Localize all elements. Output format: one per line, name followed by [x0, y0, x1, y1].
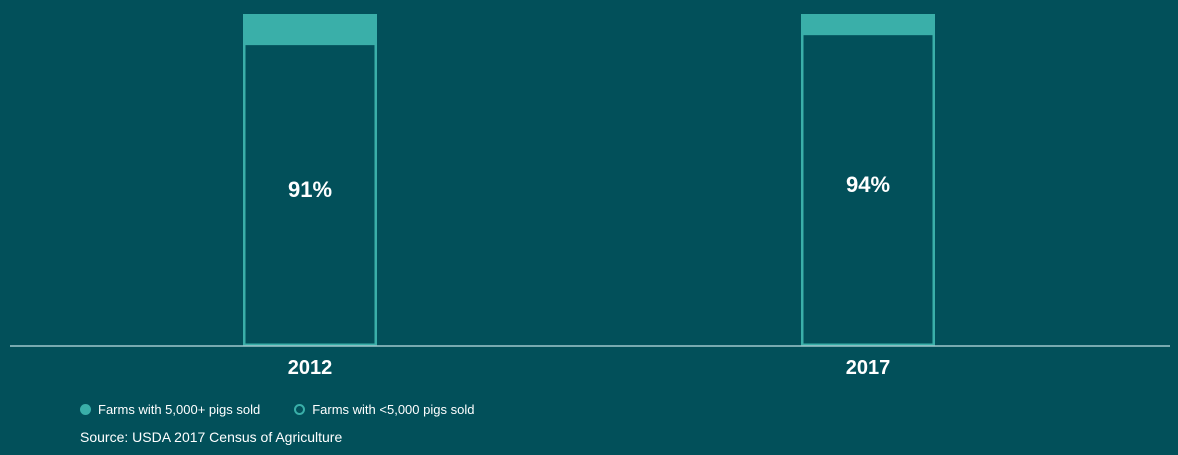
legend-label: Farms with 5,000+ pigs sold — [98, 401, 261, 417]
source-note: Source: USDA 2017 Census of Agriculture — [80, 429, 343, 445]
bar-segment-small-farms-2012 — [243, 42, 377, 346]
bar-segment-small-farms-2017 — [801, 32, 935, 346]
x-tick-label-2017: 2017 — [846, 357, 891, 379]
stacked-bar-chart: 91% 2012 94% 2017 — [10, 14, 1170, 379]
data-label-2017: 94% — [846, 172, 890, 197]
hollow-circle-icon — [294, 403, 306, 415]
filled-circle-icon — [80, 403, 91, 415]
x-tick-label-2012: 2012 — [288, 357, 333, 379]
legend-item-large-farms: Farms with 5,000+ pigs sold — [80, 402, 260, 417]
data-label-2012: 91% — [288, 177, 332, 202]
bar-segment-large-farms-2017 — [801, 14, 935, 34]
legend: Farms with 5,000+ pigs sold Farms with <… — [80, 399, 508, 419]
legend-item-small-farms: Farms with <5,000 pigs sold — [294, 402, 474, 417]
bar-segment-large-farms-2012 — [243, 14, 377, 44]
legend-label: Farms with <5,000 pigs sold — [312, 401, 475, 417]
